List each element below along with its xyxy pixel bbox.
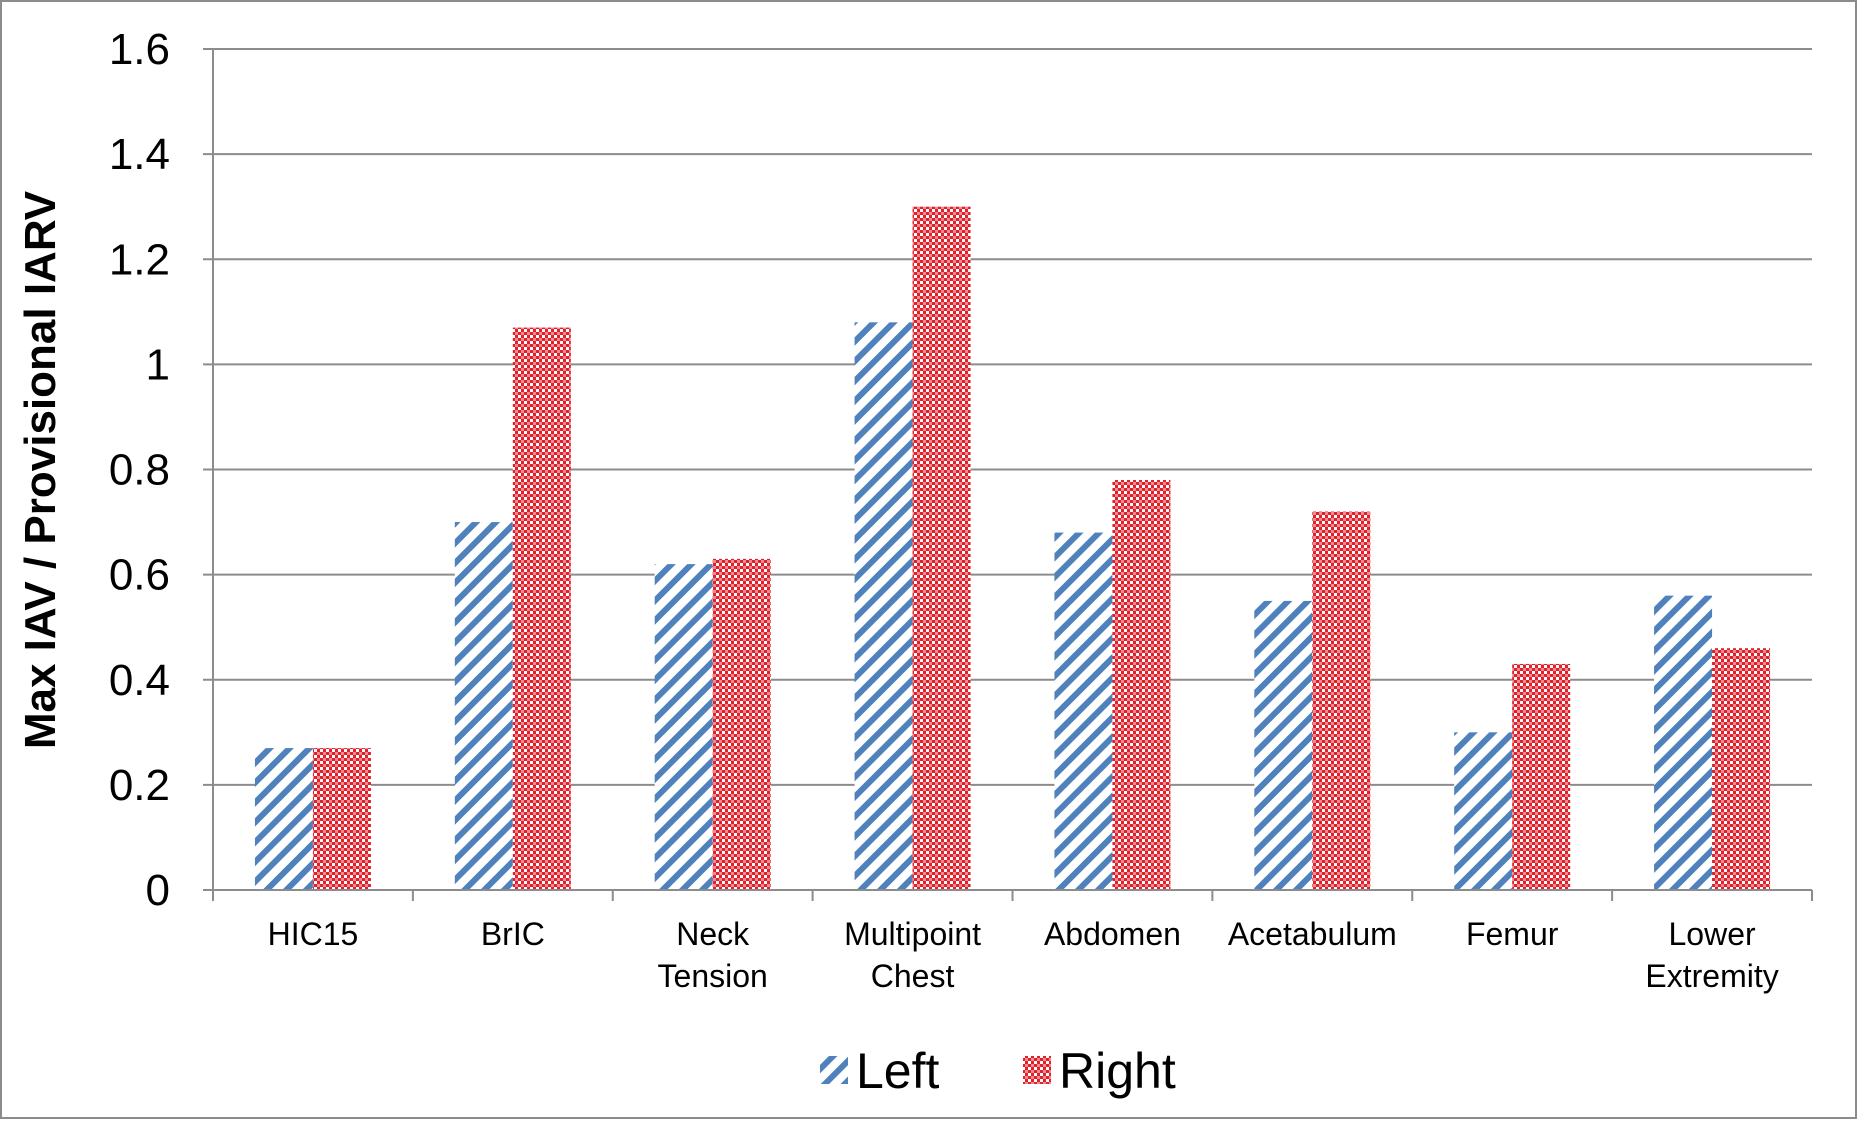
- x-tick-labels: HIC15 BrIC Neck Tension Multipoint Chest Abdom…: [268, 916, 1779, 994]
- y-tick-label-5: 1: [146, 340, 170, 389]
- legend-label-right: Right: [1059, 1043, 1176, 1099]
- bar-right-2: [712, 558, 771, 890]
- x-tick-label-line: Femur: [1466, 916, 1559, 952]
- x-tick-label-1: BrIC: [481, 916, 545, 952]
- bar-left-0: [254, 748, 313, 890]
- bar-right-6: [1512, 663, 1571, 890]
- bar-left-3: [854, 322, 913, 890]
- bar-right-5: [1312, 511, 1371, 890]
- x-tick-label-line: Chest: [871, 958, 955, 994]
- y-tick-label-3: 0.6: [109, 551, 170, 600]
- bar-left-4: [1054, 532, 1113, 890]
- gridlines: [203, 48, 1812, 891]
- bar-right-0: [312, 748, 371, 890]
- x-tick-label-3: Multipoint Chest: [844, 916, 981, 994]
- x-tick-label-5: Acetabulum: [1228, 916, 1397, 952]
- x-tick-label-7: Lower Extremity: [1645, 916, 1778, 994]
- bar-left-5: [1254, 600, 1313, 890]
- bar-left-1: [454, 522, 513, 890]
- x-tick-label-line: Tension: [658, 958, 768, 994]
- legend-swatch-right: [1023, 1056, 1051, 1084]
- legend-swatch-left: [820, 1056, 848, 1084]
- x-tick-label-line: Abdomen: [1044, 916, 1181, 952]
- bar-right-7: [1712, 648, 1771, 890]
- y-tick-label-7: 1.4: [109, 130, 170, 179]
- y-tick-label-6: 1.2: [109, 235, 170, 284]
- x-tick-label-line: Extremity: [1645, 958, 1778, 994]
- y-tick-label-4: 0.8: [109, 446, 170, 495]
- axes: [212, 49, 1813, 901]
- y-axis-label: Max IAV / Provisional IARV: [16, 190, 65, 749]
- bars: [254, 206, 1771, 890]
- bar-right-4: [1112, 480, 1171, 890]
- x-tick-label-line: Lower: [1668, 916, 1756, 952]
- bar-left-6: [1454, 732, 1513, 890]
- x-tick-label-line: BrIC: [481, 916, 545, 952]
- x-tick-label-6: Femur: [1466, 916, 1559, 952]
- y-tick-label-2: 0.4: [109, 656, 170, 705]
- y-tick-label-8: 1.6: [109, 25, 170, 74]
- bar-right-1: [512, 327, 571, 890]
- x-tick-label-line: Acetabulum: [1228, 916, 1397, 952]
- x-tick-label-line: Multipoint: [844, 916, 981, 952]
- legend: Left Right: [820, 1043, 1176, 1099]
- x-tick-label-4: Abdomen: [1044, 916, 1181, 952]
- bar-left-2: [654, 564, 713, 890]
- x-tick-label-0: HIC15: [268, 916, 359, 952]
- bar-right-3: [912, 206, 971, 890]
- y-tick-label-0: 0: [146, 866, 170, 915]
- x-tick-label-line: HIC15: [268, 916, 359, 952]
- legend-label-left: Left: [856, 1043, 940, 1099]
- bar-left-7: [1654, 595, 1713, 890]
- x-tick-label-2: Neck Tension: [658, 916, 768, 994]
- y-tick-labels: 0 0.2 0.4 0.6 0.8 1 1.2 1.4 1.6: [109, 25, 170, 915]
- y-tick-label-1: 0.2: [109, 761, 170, 810]
- x-tick-label-line: Neck: [676, 916, 750, 952]
